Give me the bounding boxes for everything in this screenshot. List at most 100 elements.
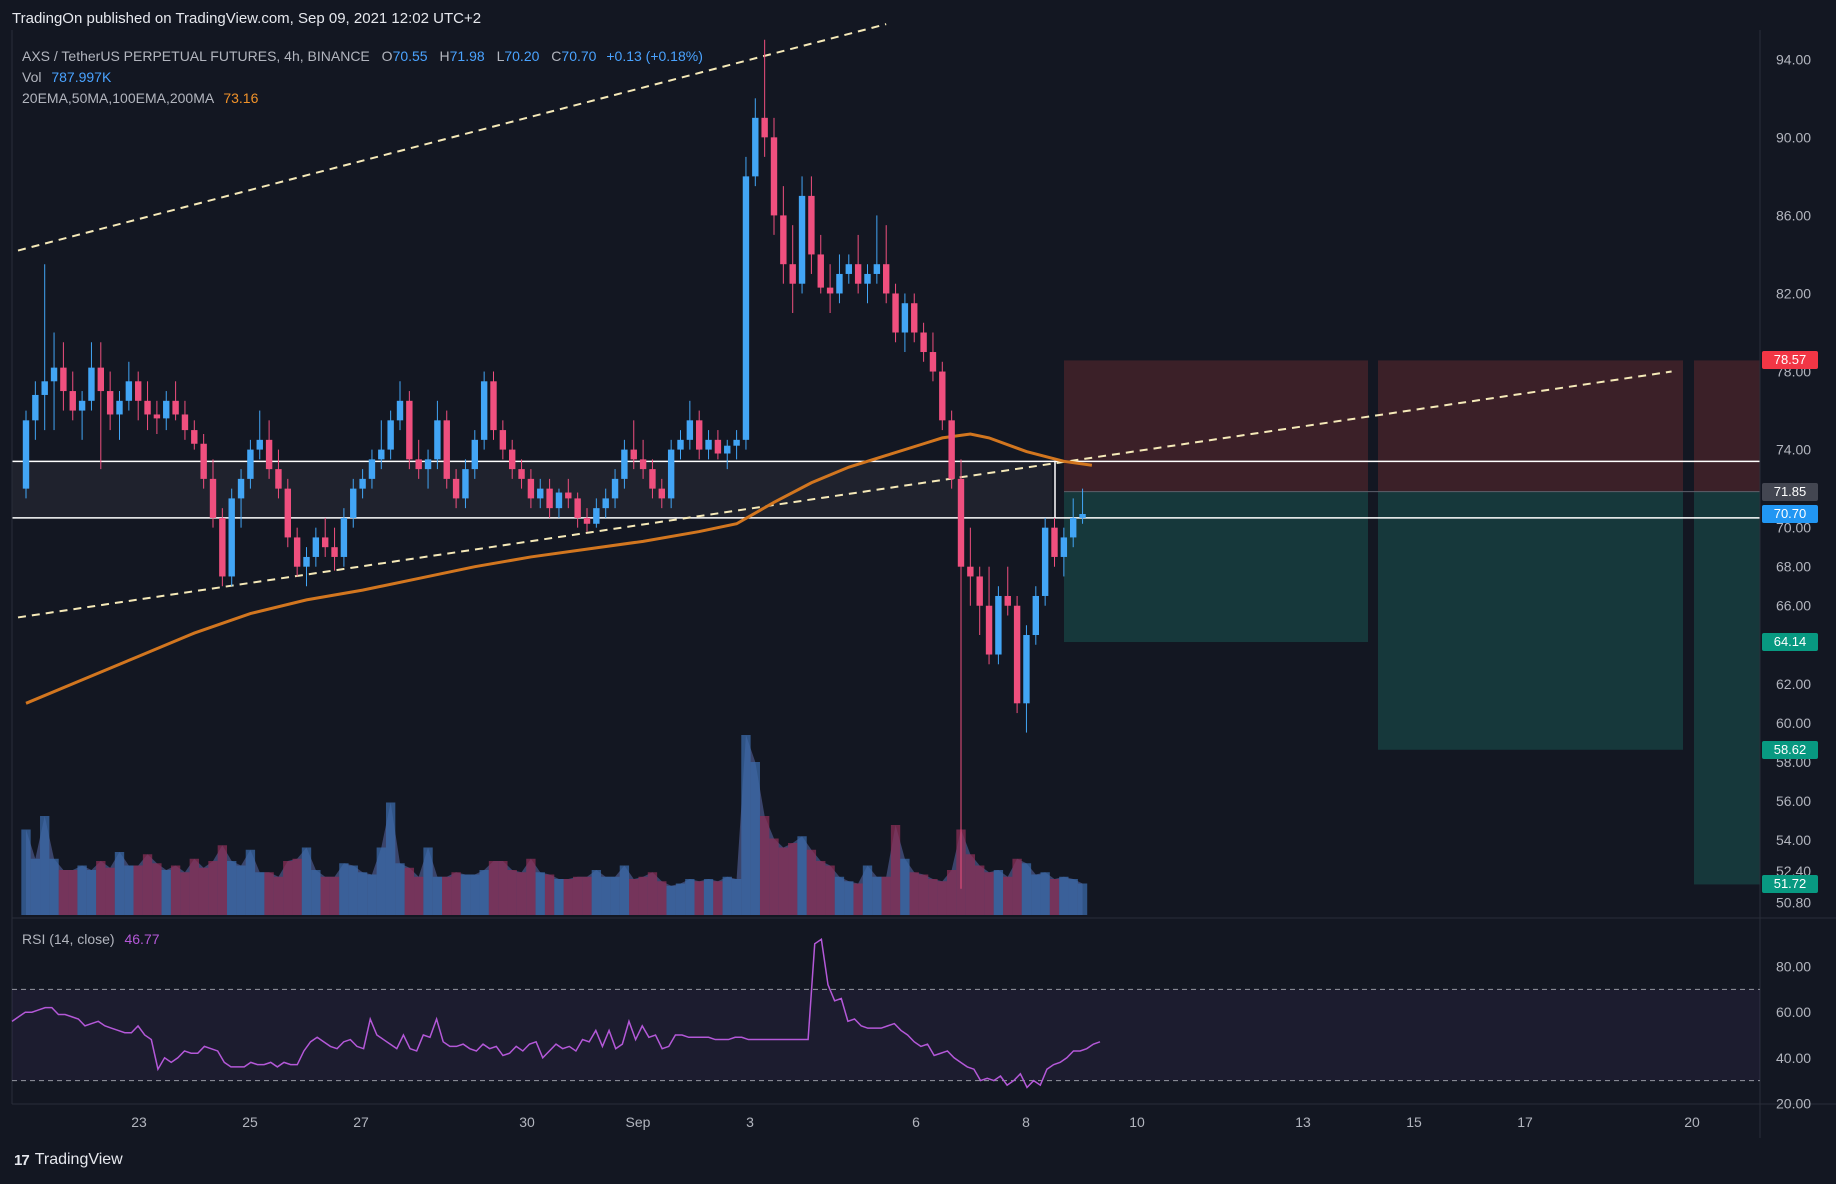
volume-bar bbox=[96, 861, 106, 915]
candle-body bbox=[1013, 605, 1021, 704]
volume-bar bbox=[470, 874, 480, 915]
candle-body bbox=[733, 439, 740, 446]
volume-bar bbox=[77, 865, 87, 915]
close-key: C bbox=[551, 48, 562, 64]
candle-body bbox=[200, 443, 207, 479]
candle-body bbox=[630, 449, 637, 460]
volume-bar bbox=[993, 870, 1004, 915]
price-tick-label: 50.80 bbox=[1776, 894, 1811, 910]
volume-bar bbox=[685, 879, 695, 915]
candle-body bbox=[527, 478, 535, 499]
moving-average bbox=[25, 432, 1093, 705]
candle-body bbox=[911, 303, 918, 333]
publish-info: TradingOn published on TradingView.com, … bbox=[12, 10, 482, 27]
candle-body bbox=[303, 556, 310, 567]
volume-bar bbox=[414, 876, 424, 915]
volume-bar bbox=[105, 867, 115, 915]
candle-body bbox=[826, 287, 834, 294]
candle-body bbox=[434, 420, 441, 460]
volume-bar bbox=[498, 861, 508, 915]
brand-name: TradingView bbox=[34, 1151, 123, 1168]
candle-body bbox=[1023, 635, 1030, 704]
candle-body bbox=[724, 445, 731, 454]
volume-bar bbox=[909, 872, 919, 915]
change-value: +0.13 (+0.18%) bbox=[606, 48, 703, 64]
candle-body bbox=[50, 367, 58, 382]
candle-body bbox=[873, 264, 881, 274]
price-tick-label: 56.00 bbox=[1776, 793, 1811, 809]
volume-bar bbox=[58, 870, 69, 915]
volume-bar bbox=[1040, 872, 1050, 915]
volume-bar bbox=[180, 872, 190, 915]
chart-legend: AXS / TetherUS PERPETUAL FUTURES, 4h, BI… bbox=[22, 46, 703, 109]
price-tick-label: 54.00 bbox=[1776, 832, 1811, 848]
candle-body bbox=[60, 367, 67, 392]
footer-brand: 17 TradingView bbox=[14, 1151, 123, 1169]
volume-bar bbox=[283, 861, 293, 915]
close-value: 70.70 bbox=[561, 48, 597, 64]
candle-body bbox=[836, 273, 843, 294]
candle-body bbox=[106, 391, 114, 415]
volume-value: 787.997K bbox=[51, 69, 112, 85]
volume-bar bbox=[245, 849, 256, 915]
volume-bar bbox=[404, 867, 415, 915]
candle-body bbox=[415, 459, 422, 470]
candle-body bbox=[97, 367, 104, 392]
trendlines bbox=[17, 23, 1672, 619]
volume-bar bbox=[208, 861, 218, 915]
volume-bar bbox=[217, 845, 228, 915]
candle-body bbox=[1060, 537, 1068, 557]
volume-bar bbox=[30, 858, 41, 915]
candle-body bbox=[686, 420, 694, 440]
time-tick-label: 27 bbox=[353, 1114, 369, 1130]
volume-bar bbox=[563, 879, 573, 915]
candle-body bbox=[396, 400, 404, 421]
time-tick-label: 15 bbox=[1406, 1114, 1422, 1130]
volume-bar bbox=[816, 861, 826, 915]
upper-trendline bbox=[17, 23, 887, 252]
candle-body bbox=[948, 420, 955, 479]
price-badge: 70.70 bbox=[1762, 505, 1818, 523]
candle-body bbox=[78, 400, 86, 411]
symbol-label: AXS / TetherUS PERPETUAL FUTURES, 4h, BI… bbox=[22, 48, 370, 64]
candle-body bbox=[677, 439, 684, 450]
volume-bar bbox=[320, 876, 330, 915]
candle-body bbox=[1070, 517, 1077, 538]
time-tick-label: 10 bbox=[1129, 1114, 1145, 1130]
rsi-pane: 80.00 60.00 40.00 20.00 bbox=[11, 937, 1811, 1111]
candle-body bbox=[939, 371, 946, 421]
volume-bar bbox=[591, 870, 602, 915]
lower-trendline bbox=[17, 370, 1672, 619]
candle-body bbox=[518, 469, 525, 479]
volume-bar bbox=[133, 865, 143, 915]
volume-bar bbox=[152, 863, 162, 915]
candle-body bbox=[88, 367, 95, 401]
price-tick-label: 62.00 bbox=[1776, 676, 1811, 692]
volume-bar bbox=[348, 865, 358, 915]
low-key: L bbox=[496, 48, 505, 64]
ma-value: 73.16 bbox=[223, 90, 259, 106]
candle-body bbox=[602, 498, 609, 509]
time-tick-label: Sep bbox=[626, 1114, 651, 1130]
volume-bar bbox=[367, 874, 377, 915]
candle-body bbox=[153, 414, 161, 419]
price-tick-label: 66.00 bbox=[1776, 598, 1811, 614]
volume-bar bbox=[890, 825, 901, 915]
volume-bar bbox=[965, 854, 976, 915]
candle-body bbox=[125, 381, 133, 401]
volume-bar bbox=[198, 867, 209, 915]
rsi-tick-label: 60.00 bbox=[1776, 1004, 1811, 1020]
volume-bar bbox=[797, 836, 807, 915]
volume-bar bbox=[759, 816, 770, 915]
candle-body bbox=[387, 420, 394, 450]
candle-body bbox=[116, 400, 123, 415]
candle-body bbox=[69, 391, 76, 411]
candle-body bbox=[789, 264, 796, 284]
volume-bar bbox=[975, 865, 985, 915]
stop-loss-zone bbox=[1694, 360, 1760, 492]
volume-bar bbox=[161, 870, 171, 915]
candle-body bbox=[705, 439, 712, 450]
volume-bar bbox=[881, 876, 891, 915]
candle-body bbox=[864, 273, 871, 284]
